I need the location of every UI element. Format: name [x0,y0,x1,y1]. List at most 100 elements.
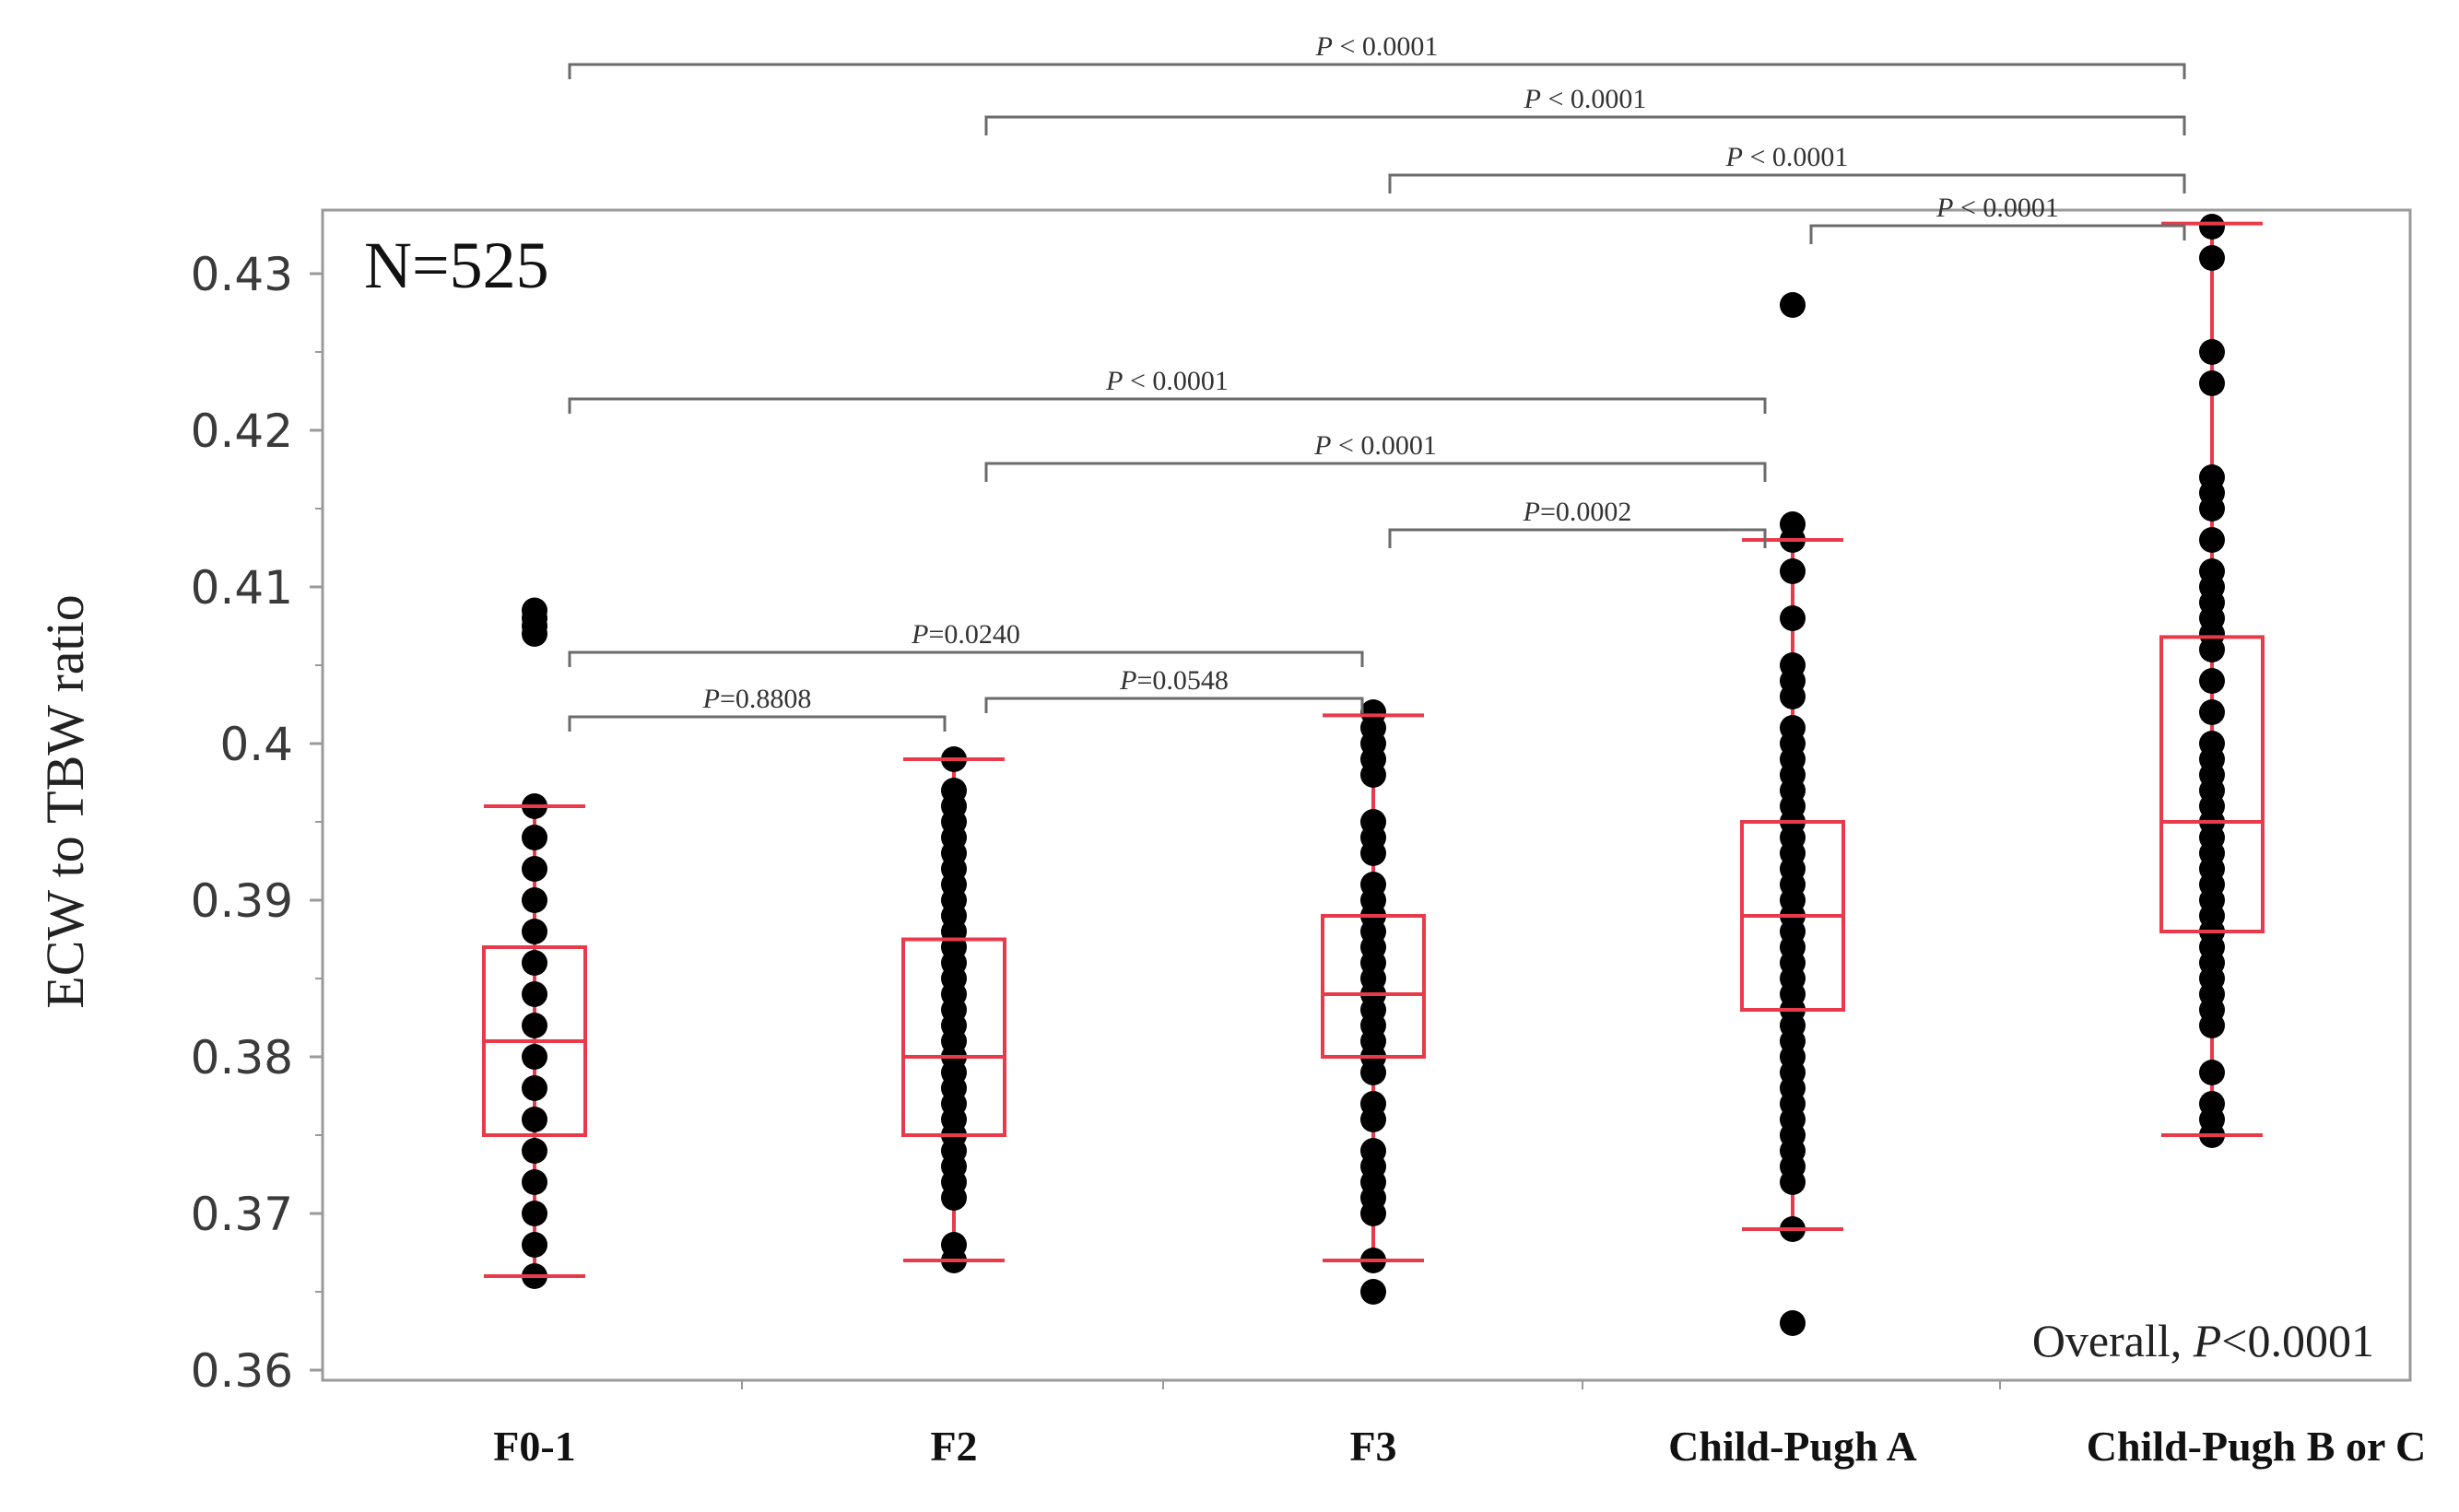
comparison-bracket: P=0.0240 [568,619,1364,667]
data-point [522,1044,547,1070]
data-point [522,950,547,976]
y-tick-label: 0.39 [191,874,293,928]
p-value-text: =0.0240 [928,619,1019,650]
data-point [2199,214,2225,240]
data-point [1360,872,1386,897]
y-tick-label: 0.36 [191,1344,293,1398]
plot-frame [321,208,2412,1382]
data-point [1780,511,1806,537]
p-value-text: < 0.0001 [1123,366,1228,396]
comparison-bracket: P=0.0548 [984,665,1364,713]
overall-p-label: Overall, P<0.0001 [2032,1315,2374,1366]
comparison-bracket: P < 0.0001 [984,430,1767,482]
y-tick-label: 0.37 [191,1188,293,1241]
p-symbol: P [1725,142,1743,172]
x-category-label: F2 [930,1423,977,1470]
iqr-box [901,937,1006,1137]
comparison-p-value: P < 0.0001 [1935,193,2059,223]
p-symbol: P [1935,193,1953,223]
data-point [1780,558,1806,584]
bracket-line [568,63,2186,79]
comparison-p-value: P=0.0002 [1523,497,1632,527]
data-point [522,856,547,882]
iqr-box [1321,914,1426,1059]
comparison-bracket: P=0.8808 [568,684,947,732]
outlier-point [522,597,547,624]
iqr-box [2159,635,2265,934]
bracket-line [984,462,1767,482]
p-value-text: =0.0548 [1136,665,1228,696]
data-point [2199,370,2225,396]
bracket-line [1388,173,2186,193]
p-symbol: P [1315,31,1333,62]
data-point [1360,1279,1386,1305]
bracket-line [568,715,947,732]
outlier-point [1780,1310,1806,1336]
outlier-point [1780,292,1806,318]
comparison-bracket: P < 0.0001 [568,366,1767,414]
data-point [522,1169,547,1195]
p-symbol: P [1313,430,1331,461]
p-symbol: P [1105,366,1123,396]
data-point [2199,699,2225,725]
p-symbol: P [911,619,928,650]
data-point [2199,558,2225,584]
overall-p-prefix: Overall, [2032,1315,2194,1366]
data-point [522,825,547,850]
y-axis-label: ECW to TBW ratio [35,594,95,1008]
x-category-label: F0-1 [493,1423,575,1470]
x-category-label: Child-Pugh B or C [2087,1423,2427,1470]
data-point [2199,339,2225,365]
data-point [1360,809,1386,835]
data-point [522,919,547,944]
data-point [2199,464,2225,490]
y-tick-label: 0.43 [191,248,293,301]
y-tick-label: 0.4 [219,718,293,771]
y-axis: 0.36 0.37 0.38 0.39 0.4 0.41 0.42 0.43 [191,248,323,1398]
sample-size-label: N=525 [364,229,549,302]
comparison-bracket: P < 0.0001 [984,84,2186,135]
x-category-label: Child-Pugh A [1668,1423,1917,1470]
p-value-text: < 0.0001 [1333,31,1438,62]
data-point [2199,731,2225,756]
comparison-p-value: P < 0.0001 [1105,366,1229,396]
data-point [2199,245,2225,271]
overall-p-italic: P [2193,1315,2222,1366]
p-symbol: P [702,684,720,714]
data-points [522,214,2225,1336]
comparison-p-value: P=0.0240 [911,619,1020,650]
data-point [941,1232,967,1258]
p-symbol: P [1119,665,1136,696]
data-point [522,1201,547,1226]
p-value-text: < 0.0001 [1541,84,1646,114]
bracket-line [984,697,1364,713]
bracket-line [568,397,1767,414]
y-tick-label: 0.42 [191,404,293,458]
data-point [522,1107,547,1132]
comparison-p-value: P < 0.0001 [1313,430,1437,461]
data-point [1780,652,1806,678]
comparison-bracket: P < 0.0001 [1809,193,2186,244]
data-point [522,981,547,1007]
data-point [1360,1138,1386,1164]
comparison-p-value: P < 0.0001 [1725,142,1849,172]
comparison-p-value: P=0.8808 [702,684,812,714]
data-point [941,778,967,803]
comparison-bracket: P=0.0002 [1388,497,1767,548]
p-value-text: < 0.0001 [1953,193,2058,223]
data-point [2199,1091,2225,1117]
data-point [522,1138,547,1164]
data-point [1780,715,1806,741]
data-point [2199,527,2225,553]
p-value-text: =0.0002 [1540,497,1631,527]
data-point [1780,605,1806,631]
plot-area-border [321,208,2412,1382]
p-value-text: < 0.0001 [1743,142,1848,172]
p-value-text: =0.8808 [720,684,811,714]
data-point [1360,699,1386,725]
data-point [2199,1060,2225,1085]
x-axis: F0-1 F2 F3 Child-Pugh A Child-Pugh B or C [493,1380,2426,1470]
overall-p-value: <0.0001 [2221,1315,2374,1366]
